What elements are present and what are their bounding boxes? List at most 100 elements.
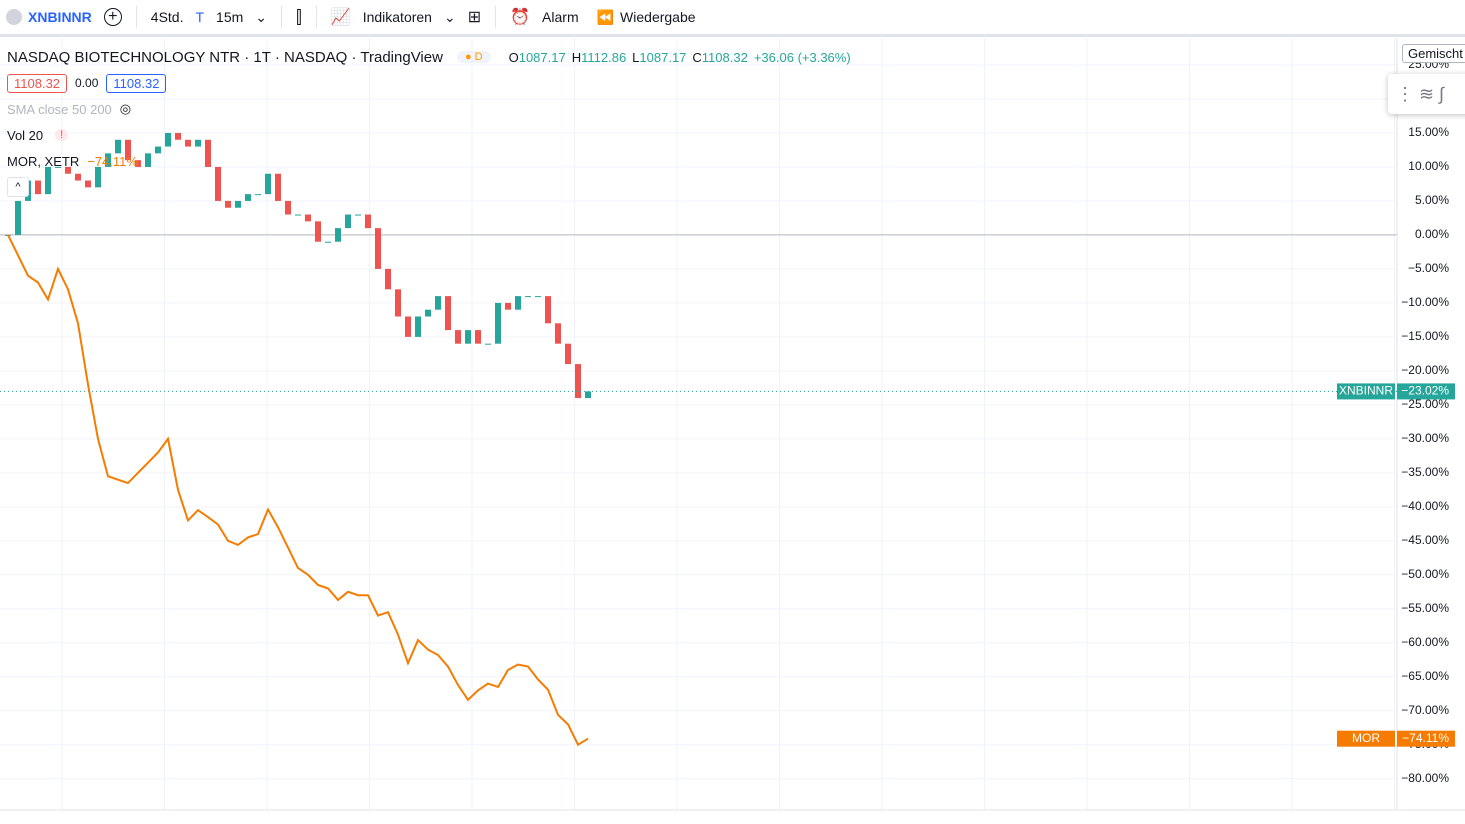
candle: [585, 391, 591, 399]
vol-indicator[interactable]: Vol 20: [7, 127, 44, 143]
toolbar: XNBINNR + 4Std. T 15m ⌄ ⫿ 📈 Indikatoren …: [0, 0, 1465, 37]
y-tick-label: −30.00%: [1401, 431, 1449, 445]
sma-indicator[interactable]: SMA close 50 200: [7, 101, 112, 117]
candle: [375, 228, 381, 269]
candle: [235, 200, 241, 208]
candle: [525, 296, 531, 298]
y-tick-label: 0.00%: [1415, 227, 1449, 241]
add-symbol[interactable]: +: [103, 8, 122, 26]
candle: [405, 316, 411, 337]
y-tick-label: −70.00%: [1401, 703, 1449, 717]
candle: [265, 173, 271, 195]
indicators[interactable]: Indikatoren: [362, 9, 432, 25]
candle: [275, 173, 281, 201]
spread: 0.00: [75, 76, 99, 90]
candle: [205, 139, 211, 167]
price-label-bg: [1397, 383, 1455, 400]
candle: [415, 316, 421, 337]
candle: [195, 139, 201, 147]
candle: [365, 214, 371, 229]
ask[interactable]: 1108.32: [106, 73, 167, 93]
interval[interactable]: 15m: [216, 9, 244, 25]
candle: [315, 221, 321, 242]
ohlc-value: 1108.32: [701, 49, 748, 65]
candle: [295, 214, 301, 216]
candle: [175, 132, 181, 140]
separator: [315, 6, 317, 28]
candle: [155, 146, 161, 154]
compare-change: −74.11%: [87, 153, 138, 169]
drawing-toolbar[interactable]: ⋮ ≋ ∫: [1388, 74, 1465, 114]
candle: [105, 153, 111, 167]
badge-text: D: [474, 51, 483, 63]
legend: NASDAQ BIOTECHNOLOGY NTR · 1T · NASDAQ ·…: [7, 44, 851, 200]
ohlc-value: 1112.86: [581, 49, 627, 65]
candle: [305, 214, 311, 222]
y-tick-label: 15.00%: [1408, 125, 1449, 139]
hidden-icon[interactable]: ◎: [119, 101, 132, 116]
chart-type[interactable]: ⫿: [296, 6, 302, 27]
ohlc-value: 1087.17: [518, 49, 566, 65]
y-tick-label: −20.00%: [1401, 363, 1449, 377]
y-tick-label: −65.00%: [1401, 669, 1449, 683]
change: +36.06 (+3.36%): [753, 49, 851, 65]
candle: [15, 200, 21, 235]
candle: [355, 214, 361, 216]
y-tick-label: −35.00%: [1401, 465, 1449, 479]
separator: [135, 6, 137, 28]
symbol-icon: [6, 9, 22, 25]
warning[interactable]: !: [55, 129, 69, 141]
candle: [125, 139, 131, 161]
candle: [575, 364, 581, 399]
collapse[interactable]: ^: [7, 177, 29, 197]
candle: [395, 289, 401, 317]
bid[interactable]: 1108.32: [7, 73, 68, 93]
candle: [445, 296, 451, 331]
alarm-icon[interactable]: ⏰: [510, 9, 531, 26]
candle: [165, 132, 171, 147]
price-label: −23.02%: [1401, 384, 1449, 398]
layouts[interactable]: ⊞: [467, 9, 482, 26]
y-tick-label: −15.00%: [1401, 329, 1449, 343]
separator: [281, 6, 283, 28]
dropdown[interactable]: ⌄: [443, 8, 456, 25]
price-label-bg: [1397, 730, 1455, 747]
candle: [455, 330, 461, 344]
y-tick-label: −50.00%: [1401, 567, 1449, 581]
timeframe[interactable]: 4Std.: [150, 9, 184, 25]
candle: [505, 302, 511, 310]
scale-mode[interactable]: Gemischt: [1402, 44, 1465, 63]
indicators-icon[interactable]: 📈: [330, 9, 351, 26]
candle: [435, 296, 441, 310]
replay-icon[interactable]: ⏪: [596, 8, 615, 25]
symbol[interactable]: XNBINNR: [28, 9, 92, 25]
separator: [495, 6, 497, 28]
alarm[interactable]: Alarm: [542, 9, 579, 25]
replay[interactable]: Wiedergabe: [620, 9, 696, 25]
dropdown[interactable]: ⌄: [255, 8, 268, 25]
y-tick-label: −60.00%: [1401, 635, 1449, 649]
candle: [185, 139, 191, 147]
ohlc-key: H: [571, 49, 582, 65]
compare-symbol[interactable]: MOR, XETR: [7, 153, 80, 169]
y-tick-label: 10.00%: [1408, 159, 1449, 173]
interval-t[interactable]: T: [195, 9, 205, 25]
candle: [85, 180, 91, 188]
candle: [145, 153, 151, 167]
candle: [515, 296, 521, 310]
candle: [45, 166, 51, 195]
candle: [495, 302, 501, 344]
candle: [565, 343, 571, 365]
name-tag-bg: [1337, 383, 1395, 400]
price-label: −74.11%: [1402, 731, 1449, 745]
candle: [555, 323, 561, 344]
candle: [115, 139, 121, 154]
candle: [535, 296, 541, 298]
y-tick-label: 5.00%: [1415, 193, 1449, 207]
candle: [465, 330, 471, 344]
ohlc-key: L: [632, 49, 640, 65]
y-tick-label: −40.00%: [1401, 499, 1449, 513]
candle: [255, 194, 261, 196]
y-tick-label: −5.00%: [1408, 261, 1449, 275]
